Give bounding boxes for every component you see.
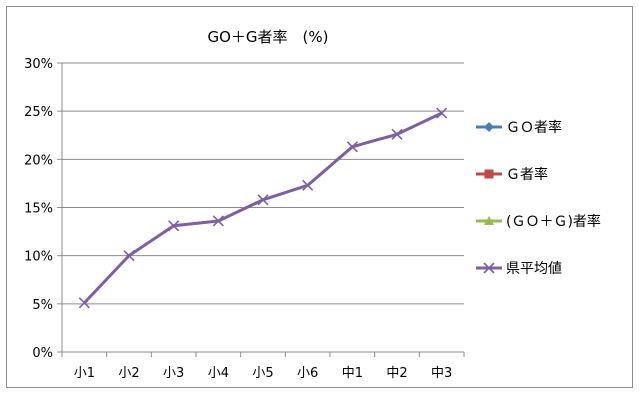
x-tick-label: 小5	[252, 366, 273, 381]
legend-marker	[484, 169, 494, 179]
legend-item: (ＧＯ＋Ｇ)者率	[476, 213, 601, 230]
grid-lines	[62, 62, 464, 305]
x-tick-label: 中2	[386, 366, 407, 381]
chart-title: GO＋G者率 (%)	[207, 28, 328, 46]
chart-frame	[6, 6, 633, 388]
x-tick-label: 小3	[163, 366, 184, 381]
legend-label: ＧＯ者率	[506, 119, 562, 136]
x-tick-label: 小1	[74, 366, 95, 381]
data-point	[212, 215, 224, 227]
legend-marker	[483, 262, 495, 274]
data-point	[168, 220, 180, 232]
legend-label: Ｇ者率	[506, 166, 548, 183]
x-tick-label: 小2	[118, 366, 139, 381]
x-tick-label: 中3	[431, 366, 452, 381]
legend-item: Ｇ者率	[476, 166, 548, 183]
y-tick-label: 0%	[32, 346, 53, 361]
y-tick-label: 15%	[24, 202, 53, 217]
legend-label: 県平均値	[506, 261, 562, 277]
y-tick-label: 30%	[24, 57, 53, 72]
x-tick-label: 中1	[342, 366, 363, 381]
data-point	[436, 107, 448, 119]
x-tick-label: 小6	[297, 366, 318, 381]
y-tick-label: 10%	[24, 250, 53, 265]
x-tick-label: 小4	[208, 366, 229, 381]
legend-item: ＧＯ者率	[476, 119, 562, 136]
y-tick-label: 20%	[24, 153, 53, 168]
data-point	[78, 297, 90, 309]
data-point	[391, 128, 403, 140]
legend-item: 県平均値	[476, 261, 562, 277]
data-point	[302, 179, 314, 191]
data-point	[346, 141, 358, 153]
legend-marker	[484, 216, 494, 225]
legend-label: (ＧＯ＋Ｇ)者率	[506, 213, 601, 230]
axes: 0% 5% 10% 15% 20% 25% 30% 小1 小2 小3 小4 小5 小6 中1 中2 中3	[24, 57, 465, 381]
y-tick-label: 25%	[24, 105, 53, 120]
y-tick-label: 5%	[32, 298, 53, 313]
legend-marker	[484, 122, 494, 132]
data-point	[257, 194, 269, 206]
series-layer	[78, 107, 448, 309]
data-point	[123, 250, 135, 262]
